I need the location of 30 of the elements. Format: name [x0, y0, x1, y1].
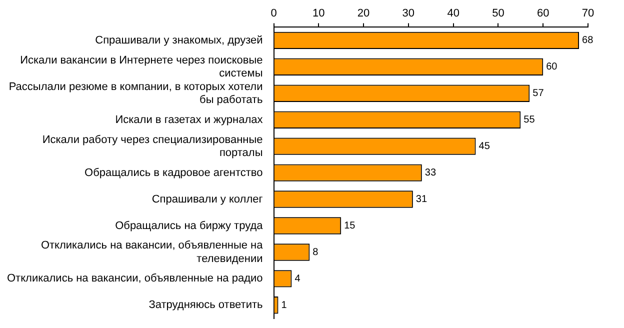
x-tick-label: 0: [270, 8, 277, 20]
data-label: 45: [478, 141, 490, 152]
x-tick-label: 30: [402, 8, 415, 20]
y-tick-label: Спрашивали у знакомых, друзей: [95, 34, 263, 46]
y-tick-label: Обращались на биржу труда: [115, 220, 264, 232]
data-label: 60: [546, 62, 558, 73]
y-tick-label: Искали вакансии в Интернете через поисковые системы: [20, 54, 263, 80]
y-tick-label: Рассылали резюме в компании, в которых хотели бы работать: [8, 80, 264, 106]
y-tick-label: Искали работу через специализированные порталы: [42, 134, 263, 159]
x-tick-label: 60: [536, 8, 550, 20]
y-tick-label: Откликались на вакансии, объявленные на радио: [6, 272, 263, 285]
x-tick-label: 20: [357, 8, 370, 20]
data-label: 4: [294, 273, 301, 284]
data-label: 31: [416, 194, 428, 206]
y-tick-label: Искали в газетах и журналах: [115, 114, 264, 126]
data-label: 68: [582, 35, 594, 46]
y-tick-label: Затрудняюсь ответить: [148, 299, 264, 312]
data-label: 1: [281, 300, 288, 311]
data-label: 55: [524, 114, 536, 126]
y-tick-label: Обращались в кадровое агентство: [84, 166, 263, 179]
data-label: 33: [424, 168, 436, 179]
data-label: 57: [532, 88, 544, 100]
data-label: 8: [312, 246, 319, 258]
x-tick-label: 50: [492, 8, 504, 20]
x-tick-label: 10: [312, 8, 325, 20]
y-tick-label: Откликались на вакансии, объявленные на телевидении: [40, 240, 264, 265]
x-tick-label: 70: [582, 8, 594, 20]
y-tick-label: Спрашивали у коллег: [152, 193, 263, 206]
x-tick-label: 40: [447, 8, 460, 20]
data-label: 15: [344, 220, 356, 232]
